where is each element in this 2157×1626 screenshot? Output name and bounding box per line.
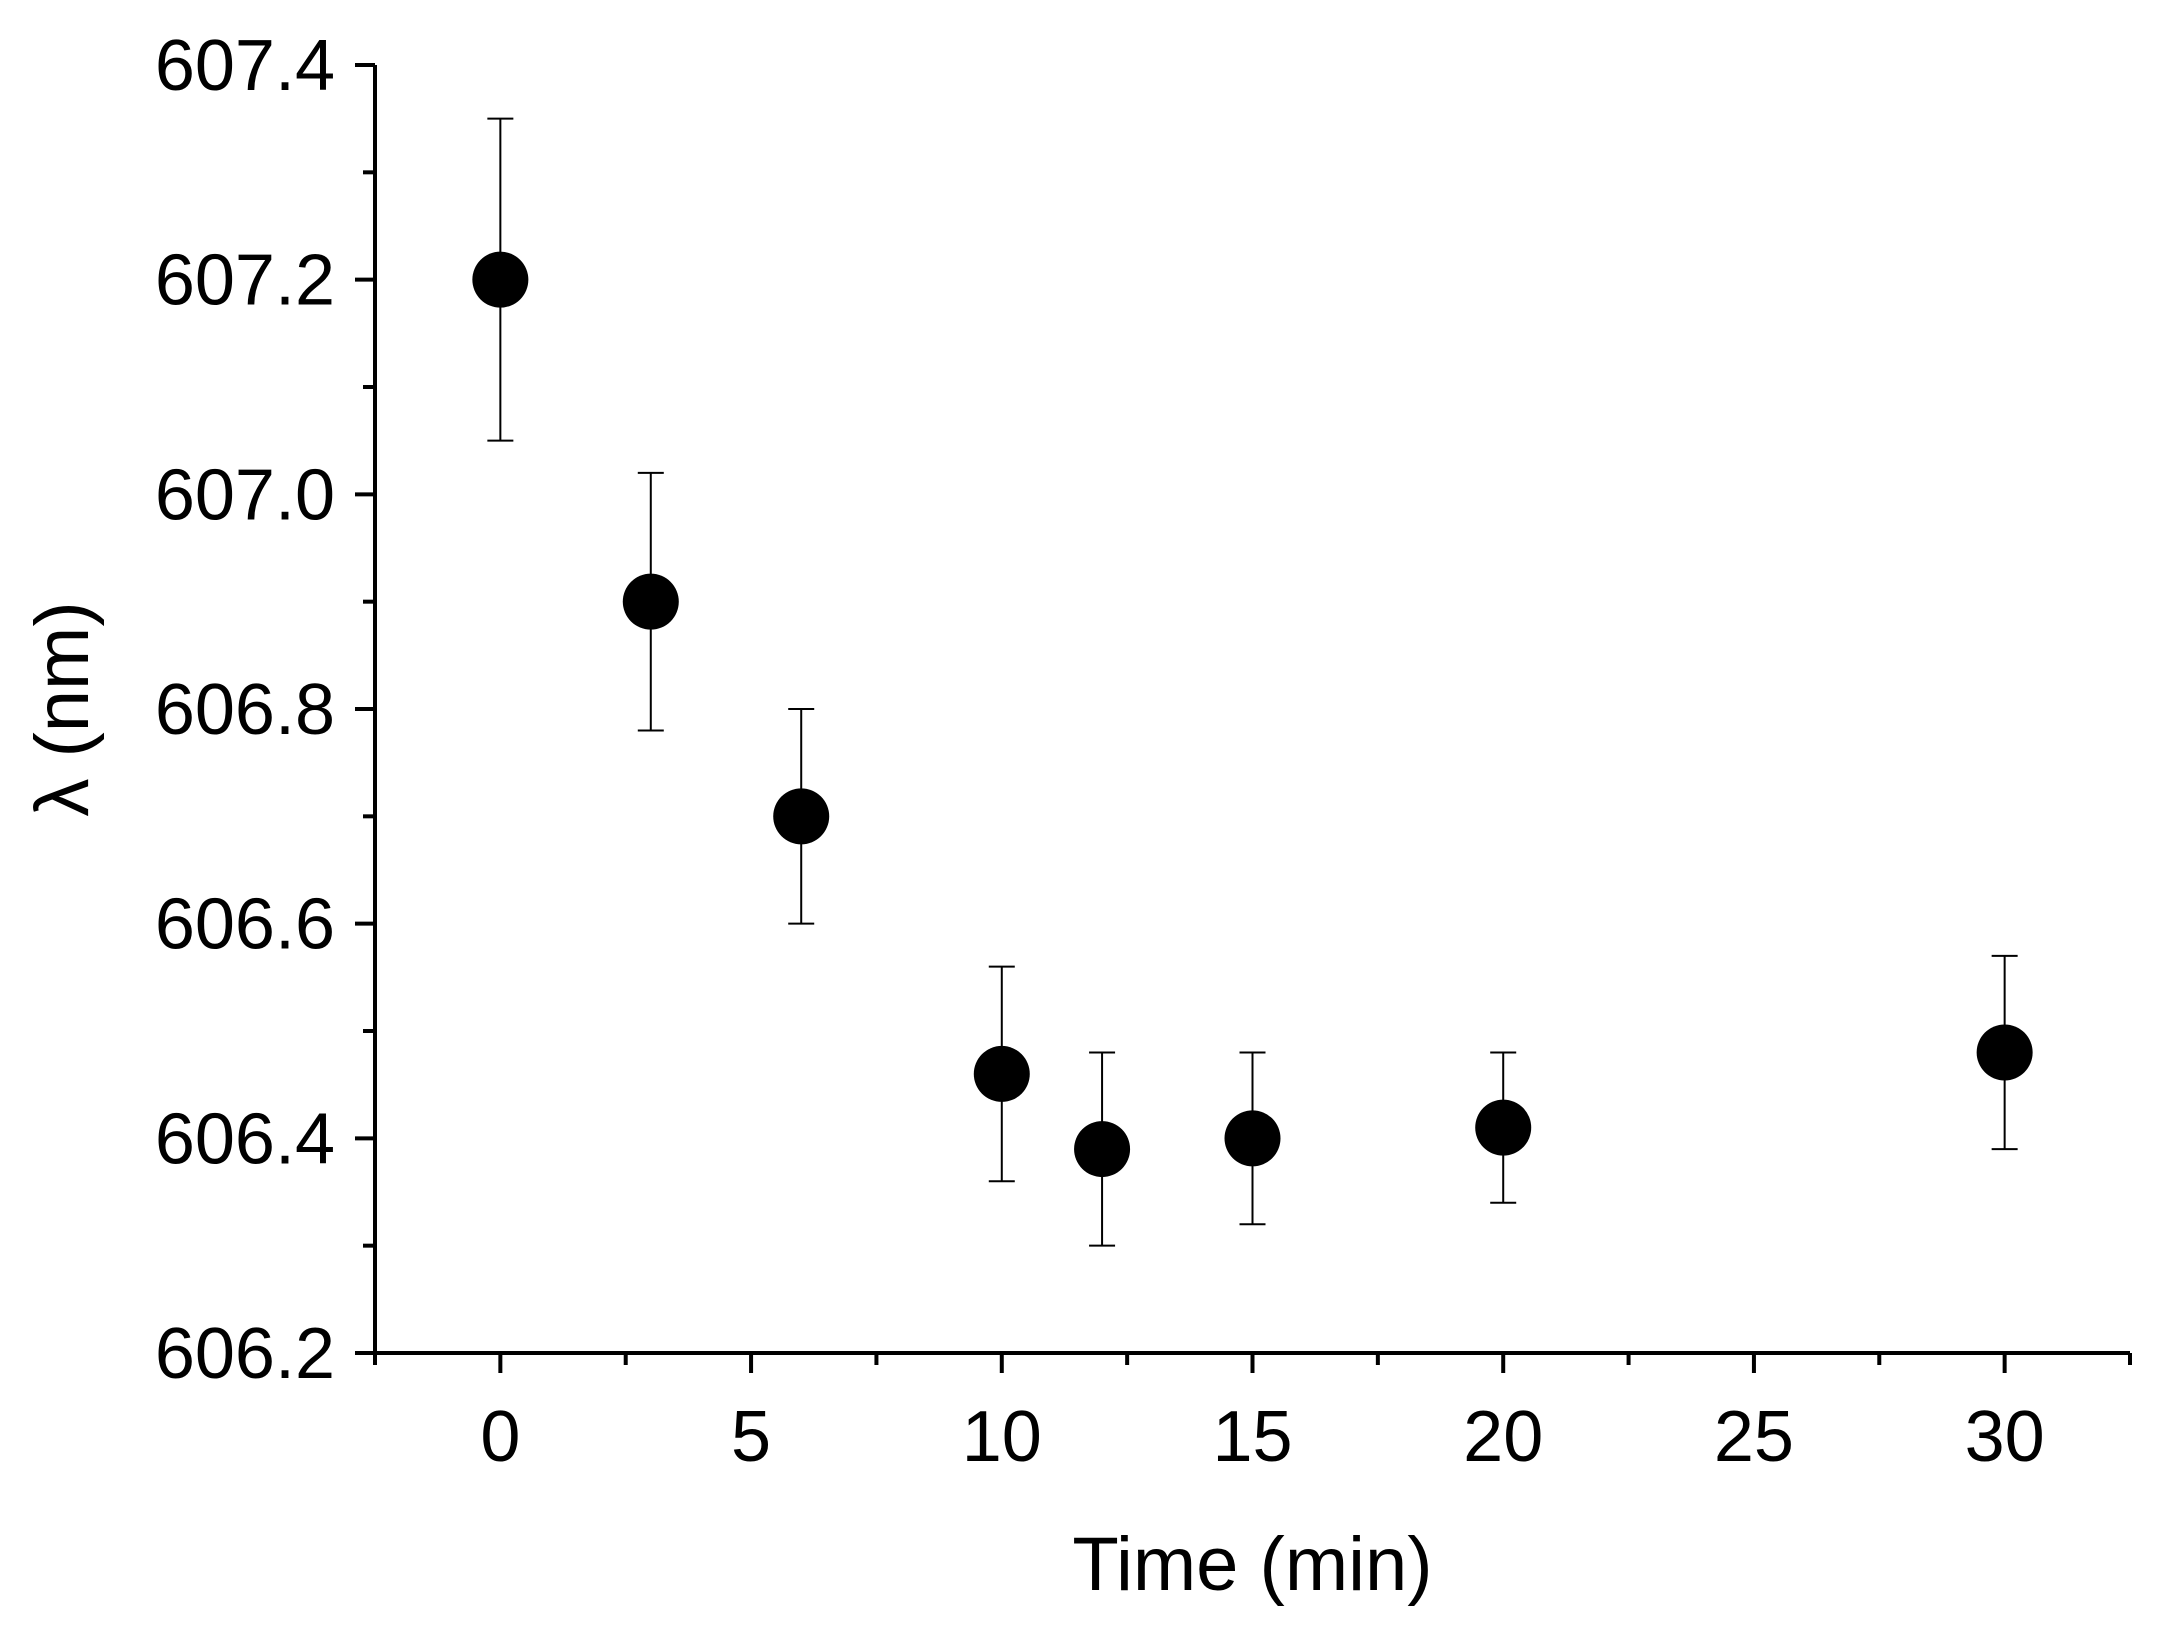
- y-tick-label: 607.2: [155, 241, 335, 321]
- data-point: [773, 788, 830, 845]
- y-tick-label: 606.6: [155, 885, 335, 965]
- axes: 606.2 606.4 606.6 606.8 607.0 607.2 607.4 0 5 10 1…: [155, 26, 2132, 1477]
- y-tick-label: 606.2: [155, 1314, 335, 1394]
- x-tick-label: 10: [962, 1397, 1042, 1477]
- x-tick-label: 25: [1714, 1397, 1794, 1477]
- error-bars: [487, 117, 2018, 1247]
- data-point: [973, 1045, 1030, 1102]
- x-tick-label: 0: [480, 1397, 520, 1477]
- data-point: [622, 573, 679, 630]
- data-points: [472, 251, 2033, 1178]
- x-tick-label: 20: [1463, 1397, 1543, 1477]
- y-tick-label: 606.8: [155, 670, 335, 750]
- x-axis-title: Time (min): [1072, 1522, 1432, 1607]
- data-point: [472, 251, 529, 308]
- y-tick-label: 606.4: [155, 1099, 335, 1179]
- y-axis-title: λ (nm): [20, 601, 105, 816]
- data-point: [1976, 1024, 2033, 1081]
- y-tick-label: 607.4: [155, 26, 335, 106]
- x-tick-label: 30: [1965, 1397, 2045, 1477]
- data-point: [1074, 1121, 1131, 1178]
- x-tick-label: 5: [731, 1397, 771, 1477]
- y-tick-label: 607.0: [155, 455, 335, 535]
- x-tick-label: 15: [1212, 1397, 1292, 1477]
- data-point: [1475, 1099, 1532, 1156]
- data-point: [1224, 1110, 1281, 1167]
